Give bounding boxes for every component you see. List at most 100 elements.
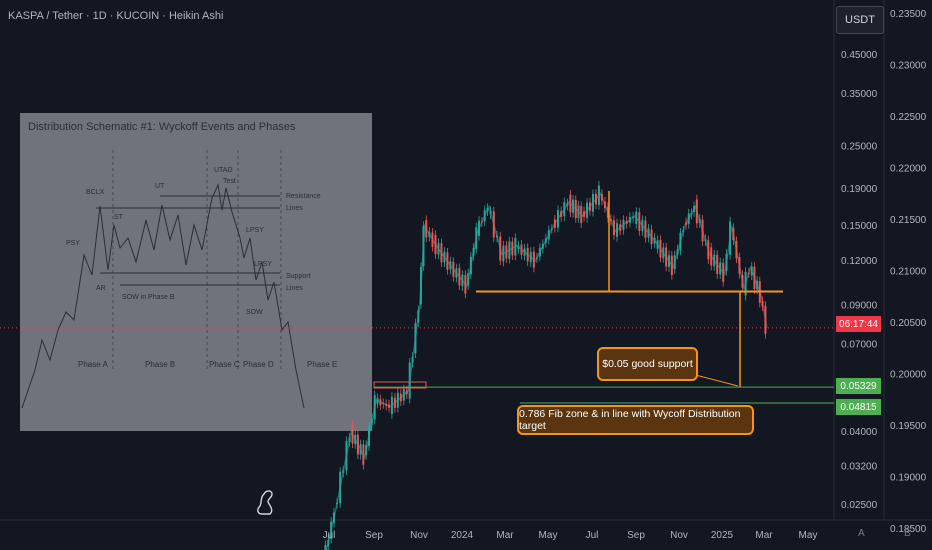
price-tag-target-1: 0.05329 xyxy=(836,378,881,394)
candle-body xyxy=(529,251,532,263)
price-tick-label: 0.03200 xyxy=(841,462,878,473)
candle-body xyxy=(738,257,741,274)
svg-text:UT: UT xyxy=(155,183,165,190)
outer-tick-label: 0.22000 xyxy=(890,164,927,175)
candle-body xyxy=(609,218,612,221)
candle-body xyxy=(547,230,550,240)
outer-tick-label: 0.20000 xyxy=(890,370,927,381)
svg-text:LPSY: LPSY xyxy=(254,261,272,268)
outer-tick-label: 0.18500 xyxy=(890,524,927,535)
candle-body xyxy=(464,274,467,294)
candle-body xyxy=(526,247,529,262)
candle-body xyxy=(628,216,631,223)
candle-body xyxy=(589,202,592,211)
candle-body xyxy=(505,245,508,259)
time-tick-label: Sep xyxy=(627,530,645,541)
price-tick-label: 0.12000 xyxy=(841,256,878,267)
candle-body xyxy=(572,199,575,213)
candle-body xyxy=(569,194,572,213)
candle-body xyxy=(597,185,600,205)
candle-body xyxy=(679,232,682,251)
candle-body xyxy=(673,255,676,270)
outer-tick-label: 0.22500 xyxy=(890,112,927,123)
candle-body xyxy=(393,397,396,408)
candle-body xyxy=(682,230,685,232)
candle-body xyxy=(446,252,449,270)
candle-body xyxy=(414,323,417,354)
candle-body xyxy=(458,268,461,286)
price-tick-label: 0.07000 xyxy=(841,340,878,351)
candle-body xyxy=(668,255,670,268)
candle-body xyxy=(342,470,345,473)
candle-body xyxy=(566,203,569,206)
fib-note[interactable]: 0.786 Fib zone & in line with Wycoff Dis… xyxy=(517,405,754,435)
candle-body xyxy=(489,210,492,215)
candle-body xyxy=(422,225,425,267)
candle-body xyxy=(670,255,673,275)
currency-button[interactable]: USDT xyxy=(836,6,884,34)
support-note[interactable]: $0.05 good support xyxy=(597,347,698,381)
candle-body xyxy=(560,211,563,217)
candle-body xyxy=(541,243,544,249)
candle-body xyxy=(385,403,388,406)
candle-body xyxy=(659,239,662,258)
inset-title: Distribution Schematic #1: Wyckoff Event… xyxy=(28,121,296,133)
candle-body xyxy=(653,237,656,244)
candle-body xyxy=(713,254,716,267)
candle-body xyxy=(641,219,644,232)
candle-body xyxy=(339,471,342,504)
candle-body xyxy=(761,300,764,307)
outer-scale-button[interactable]: B xyxy=(904,528,911,539)
event-labels: BCLX UT UTAD Test PSY ST AR LPSY LPSY SO… xyxy=(66,167,321,316)
candle-body xyxy=(635,211,638,224)
svg-text:Phase B: Phase B xyxy=(145,360,175,369)
time-tick-label: Jul xyxy=(586,530,599,541)
candle-body xyxy=(753,266,756,290)
price-tick-label: 0.04000 xyxy=(841,427,878,438)
candle-body xyxy=(431,232,434,247)
price-tick-label: 0.35000 xyxy=(841,89,878,100)
outer-tick-label: 0.19000 xyxy=(890,473,927,484)
candle-body xyxy=(553,219,556,228)
candle-body xyxy=(616,223,619,237)
svg-text:Phase D: Phase D xyxy=(243,360,274,369)
candle-body xyxy=(710,247,713,266)
schematic-price-path xyxy=(21,183,305,409)
candle-body xyxy=(517,245,520,249)
candle-body xyxy=(390,396,393,415)
time-tick-label: 2025 xyxy=(711,530,734,541)
candle-body xyxy=(644,220,647,238)
svg-text:Lines: Lines xyxy=(286,285,303,292)
candle-body xyxy=(455,268,458,278)
candle-body xyxy=(580,206,583,224)
candle-body xyxy=(735,241,738,259)
svg-text:Phase E: Phase E xyxy=(307,360,337,369)
candle-body xyxy=(685,222,688,225)
candle-body xyxy=(437,242,440,255)
candle-body xyxy=(362,444,365,465)
candle-body xyxy=(467,273,470,286)
candle-body xyxy=(544,238,547,243)
symbol-title[interactable]: KASPA / Tether · 1D · KUCOIN · Heikin As… xyxy=(8,10,224,22)
auto-scale-button[interactable]: A xyxy=(858,528,865,539)
candle-body xyxy=(744,271,747,296)
candle-body xyxy=(356,434,359,455)
candle-body xyxy=(478,220,480,236)
candle-body xyxy=(502,245,505,262)
candle-body xyxy=(650,229,653,245)
candle-body xyxy=(563,202,566,217)
candle-body xyxy=(577,205,580,219)
candle-body xyxy=(716,254,719,274)
candle-body xyxy=(379,399,382,406)
candle-body xyxy=(622,219,625,230)
candle-body xyxy=(388,404,390,408)
outer-price-axis-labels: 0.23500 0.23000 0.22500 0.22000 0.21500 0.210… xyxy=(890,9,927,535)
time-tick-label: May xyxy=(539,530,558,541)
candle-body xyxy=(647,228,650,238)
candle-body xyxy=(443,251,446,263)
candle-body xyxy=(747,272,750,274)
outer-tick-label: 0.20500 xyxy=(890,318,927,329)
candle-body xyxy=(354,434,357,445)
candle-body xyxy=(499,236,502,261)
